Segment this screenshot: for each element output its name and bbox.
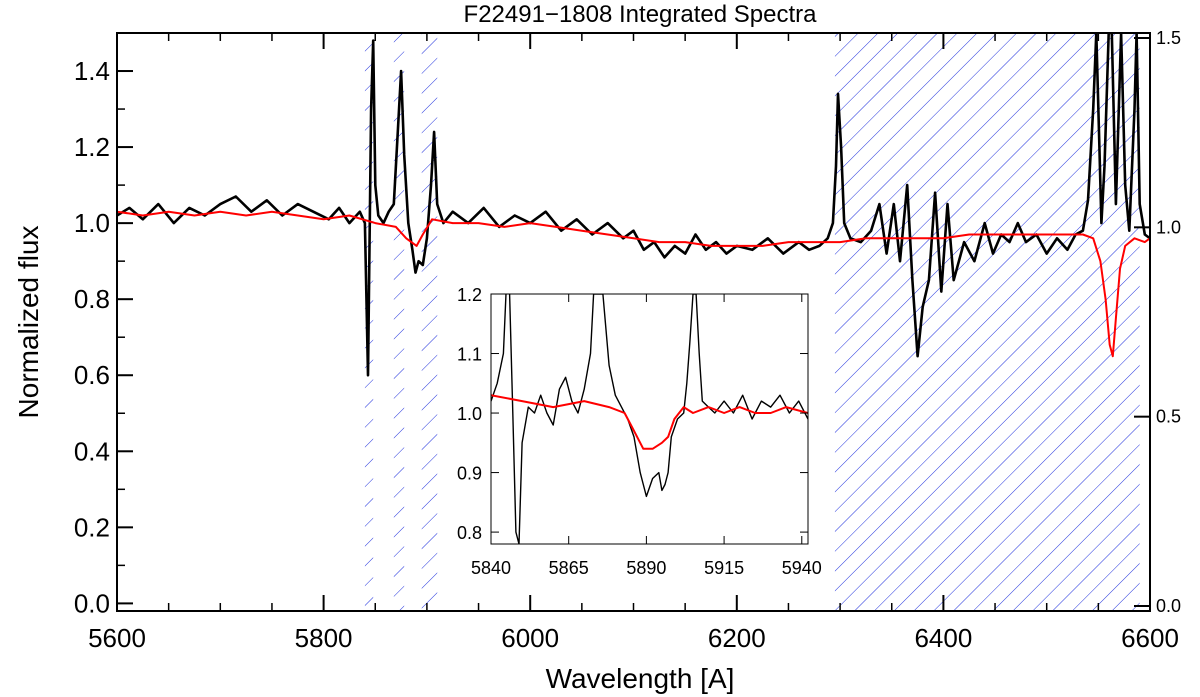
inset-x-tick-label: 5940 xyxy=(782,558,822,578)
main-series-layer xyxy=(117,33,1150,377)
main-axis-ticks: 5600 5800 6000 6200 6400 6600 0.0 0.2 0.4 0.6 0.8 1… xyxy=(74,28,1181,653)
y-axis-label: Normalized flux xyxy=(13,226,44,419)
inset-axis-ticks: 5840 5865 5890 5915 5940 0.8 0.9 1.0 1.1 1.2 xyxy=(457,285,822,578)
y-tick-label: 0.0 xyxy=(74,588,110,618)
inset-y-tick-label: 1.0 xyxy=(457,404,482,424)
masked-regions xyxy=(364,33,1140,611)
y-tick-label: 1.4 xyxy=(74,56,110,86)
inset-series-line-model xyxy=(491,394,808,450)
x-tick-label: 5600 xyxy=(88,623,146,653)
right-tick-label: 1.0 xyxy=(1156,217,1181,237)
y-tick-label: 0.2 xyxy=(74,512,110,542)
inset-frame xyxy=(490,293,809,545)
x-axis-label: Wavelength [A] xyxy=(546,663,735,694)
masked-region-3 xyxy=(834,33,1140,611)
x-tick-label: 6400 xyxy=(914,623,972,653)
right-tick-label: 0.5 xyxy=(1156,407,1181,427)
y-tick-label: 1.2 xyxy=(74,132,110,162)
inset-y-tick-label: 1.2 xyxy=(457,285,482,305)
chart-title: F22491−1808 Integrated Spectra xyxy=(464,1,818,28)
y-tick-label: 0.4 xyxy=(74,436,110,466)
inset-x-tick-label: 5890 xyxy=(626,558,666,578)
masked-region-2 xyxy=(421,33,438,611)
inset-y-tick-label: 0.9 xyxy=(457,464,482,484)
series-line-observed xyxy=(117,33,1150,377)
right-tick-label: 0.0 xyxy=(1156,596,1181,616)
inset-series-layer xyxy=(491,294,808,544)
inset-background xyxy=(491,294,808,544)
right-tick-label: 1.5 xyxy=(1156,28,1181,48)
x-tick-label: 6200 xyxy=(708,623,766,653)
x-tick-label: 5800 xyxy=(295,623,353,653)
inset-x-tick-label: 5840 xyxy=(471,558,511,578)
y-tick-label: 0.6 xyxy=(74,360,110,390)
y-tick-label: 0.8 xyxy=(74,284,110,314)
inset-x-tick-label: 5865 xyxy=(549,558,589,578)
masked-region-1 xyxy=(393,33,405,611)
x-tick-label: 6000 xyxy=(501,623,559,653)
inset-series-line-observed xyxy=(491,294,808,544)
inset-y-tick-label: 0.8 xyxy=(457,523,482,543)
inset-x-tick-label: 5915 xyxy=(704,558,744,578)
inset-y-tick-label: 1.1 xyxy=(457,345,482,365)
series-line-model xyxy=(117,210,1150,358)
y-tick-label: 1.0 xyxy=(74,208,110,238)
x-tick-label: 6600 xyxy=(1121,623,1179,653)
